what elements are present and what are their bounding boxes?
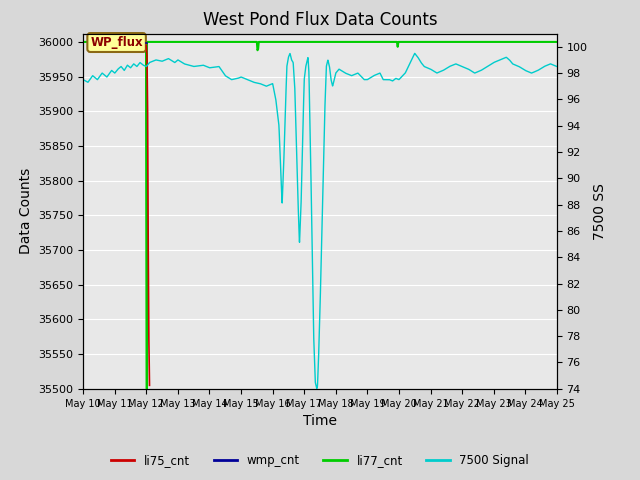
Y-axis label: Data Counts: Data Counts — [19, 168, 33, 254]
X-axis label: Time: Time — [303, 414, 337, 428]
Y-axis label: 7500 SS: 7500 SS — [593, 183, 607, 240]
Text: WP_flux: WP_flux — [90, 36, 143, 49]
Legend: li75_cnt, wmp_cnt, li77_cnt, 7500 Signal: li75_cnt, wmp_cnt, li77_cnt, 7500 Signal — [106, 449, 534, 472]
Title: West Pond Flux Data Counts: West Pond Flux Data Counts — [203, 11, 437, 29]
